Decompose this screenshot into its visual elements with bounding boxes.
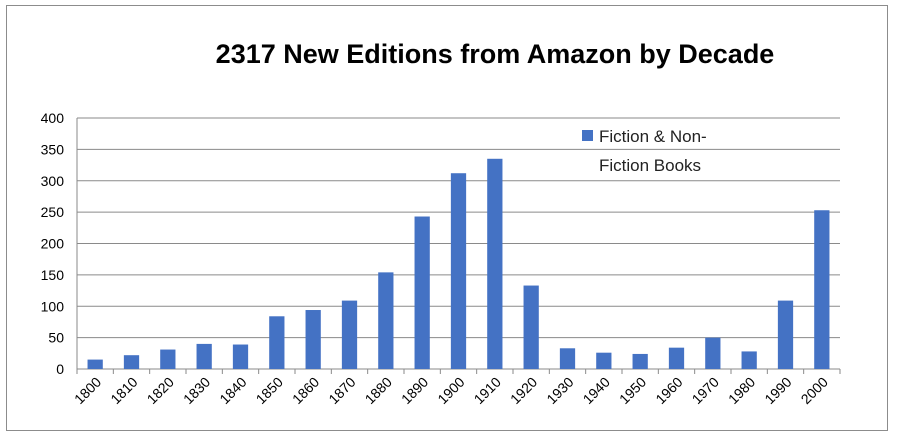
x-tick-label: 1860 xyxy=(289,374,322,407)
chart-title: 2317 New Editions from Amazon by Decade xyxy=(216,39,775,69)
y-tick-label: 0 xyxy=(56,361,64,377)
bar-1970 xyxy=(705,337,721,369)
bars xyxy=(87,158,830,369)
y-tick-label: 200 xyxy=(41,236,65,252)
x-tick-label: 1880 xyxy=(362,374,395,407)
x-tick-label: 1900 xyxy=(434,374,467,407)
x-tick-label: 1980 xyxy=(725,374,758,407)
legend-label-line-1: Fiction & Non- xyxy=(599,127,707,146)
bar-1810 xyxy=(123,355,140,369)
bar-1830 xyxy=(196,343,212,369)
bar-1920 xyxy=(523,285,539,369)
x-tick-label: 1910 xyxy=(471,374,504,407)
bar-2000 xyxy=(814,210,830,369)
x-tick-label: 1830 xyxy=(180,374,213,407)
x-tick-label: 1970 xyxy=(689,374,722,407)
y-tick-labels: 0 50 100 150 200 250 300 350 400 xyxy=(41,110,65,377)
x-tick-label: 1890 xyxy=(398,374,431,407)
y-tick-label: 300 xyxy=(41,173,65,189)
y-tick-label: 400 xyxy=(41,110,65,126)
y-tick-label: 150 xyxy=(41,267,65,283)
bar-1980 xyxy=(741,351,757,369)
bar-1820 xyxy=(160,349,176,369)
x-tick-label: 1930 xyxy=(543,374,576,407)
bar-1950 xyxy=(632,353,648,369)
x-tick-label: 1920 xyxy=(507,374,540,407)
bar-1870 xyxy=(341,300,358,369)
legend: Fiction & Non- Fiction Books xyxy=(582,127,707,175)
chart-frame xyxy=(6,5,888,431)
x-tick-label: 1950 xyxy=(616,374,649,407)
legend-label-line-2: Fiction Books xyxy=(599,156,701,175)
x-tick-labels: 1800 1810 1820 1830 1840 1850 1860 1870 1880 1890… xyxy=(71,374,831,407)
bar-1910 xyxy=(487,158,503,369)
x-tick-label: 1810 xyxy=(107,374,140,407)
bar-1800 xyxy=(87,359,103,369)
y-tick-label: 350 xyxy=(41,141,65,157)
bar-1990 xyxy=(777,300,794,369)
x-tick-label: 1820 xyxy=(144,374,177,407)
x-tick-label: 1870 xyxy=(325,374,358,407)
bar-1840 xyxy=(232,344,249,369)
x-tick-label: 1800 xyxy=(71,374,104,407)
bar-1960 xyxy=(668,347,685,369)
bar-1850 xyxy=(269,316,285,369)
legend-swatch xyxy=(582,130,593,141)
bar-1940 xyxy=(596,352,612,369)
bar-1930 xyxy=(559,348,576,369)
x-tick-label: 2000 xyxy=(798,374,831,407)
bar-1860 xyxy=(305,310,321,369)
x-tick-label: 1960 xyxy=(652,374,685,407)
y-tick-label: 50 xyxy=(48,330,64,346)
x-tick-label: 1940 xyxy=(580,374,613,407)
y-tick-label: 250 xyxy=(41,204,65,220)
x-tick-label: 1990 xyxy=(761,374,794,407)
x-tick-label: 1850 xyxy=(253,374,286,407)
bar-1880 xyxy=(378,272,394,369)
y-tick-label: 100 xyxy=(41,298,65,314)
bar-1890 xyxy=(414,216,430,369)
bar-1900 xyxy=(450,173,467,369)
x-tick-label: 1840 xyxy=(216,374,249,407)
